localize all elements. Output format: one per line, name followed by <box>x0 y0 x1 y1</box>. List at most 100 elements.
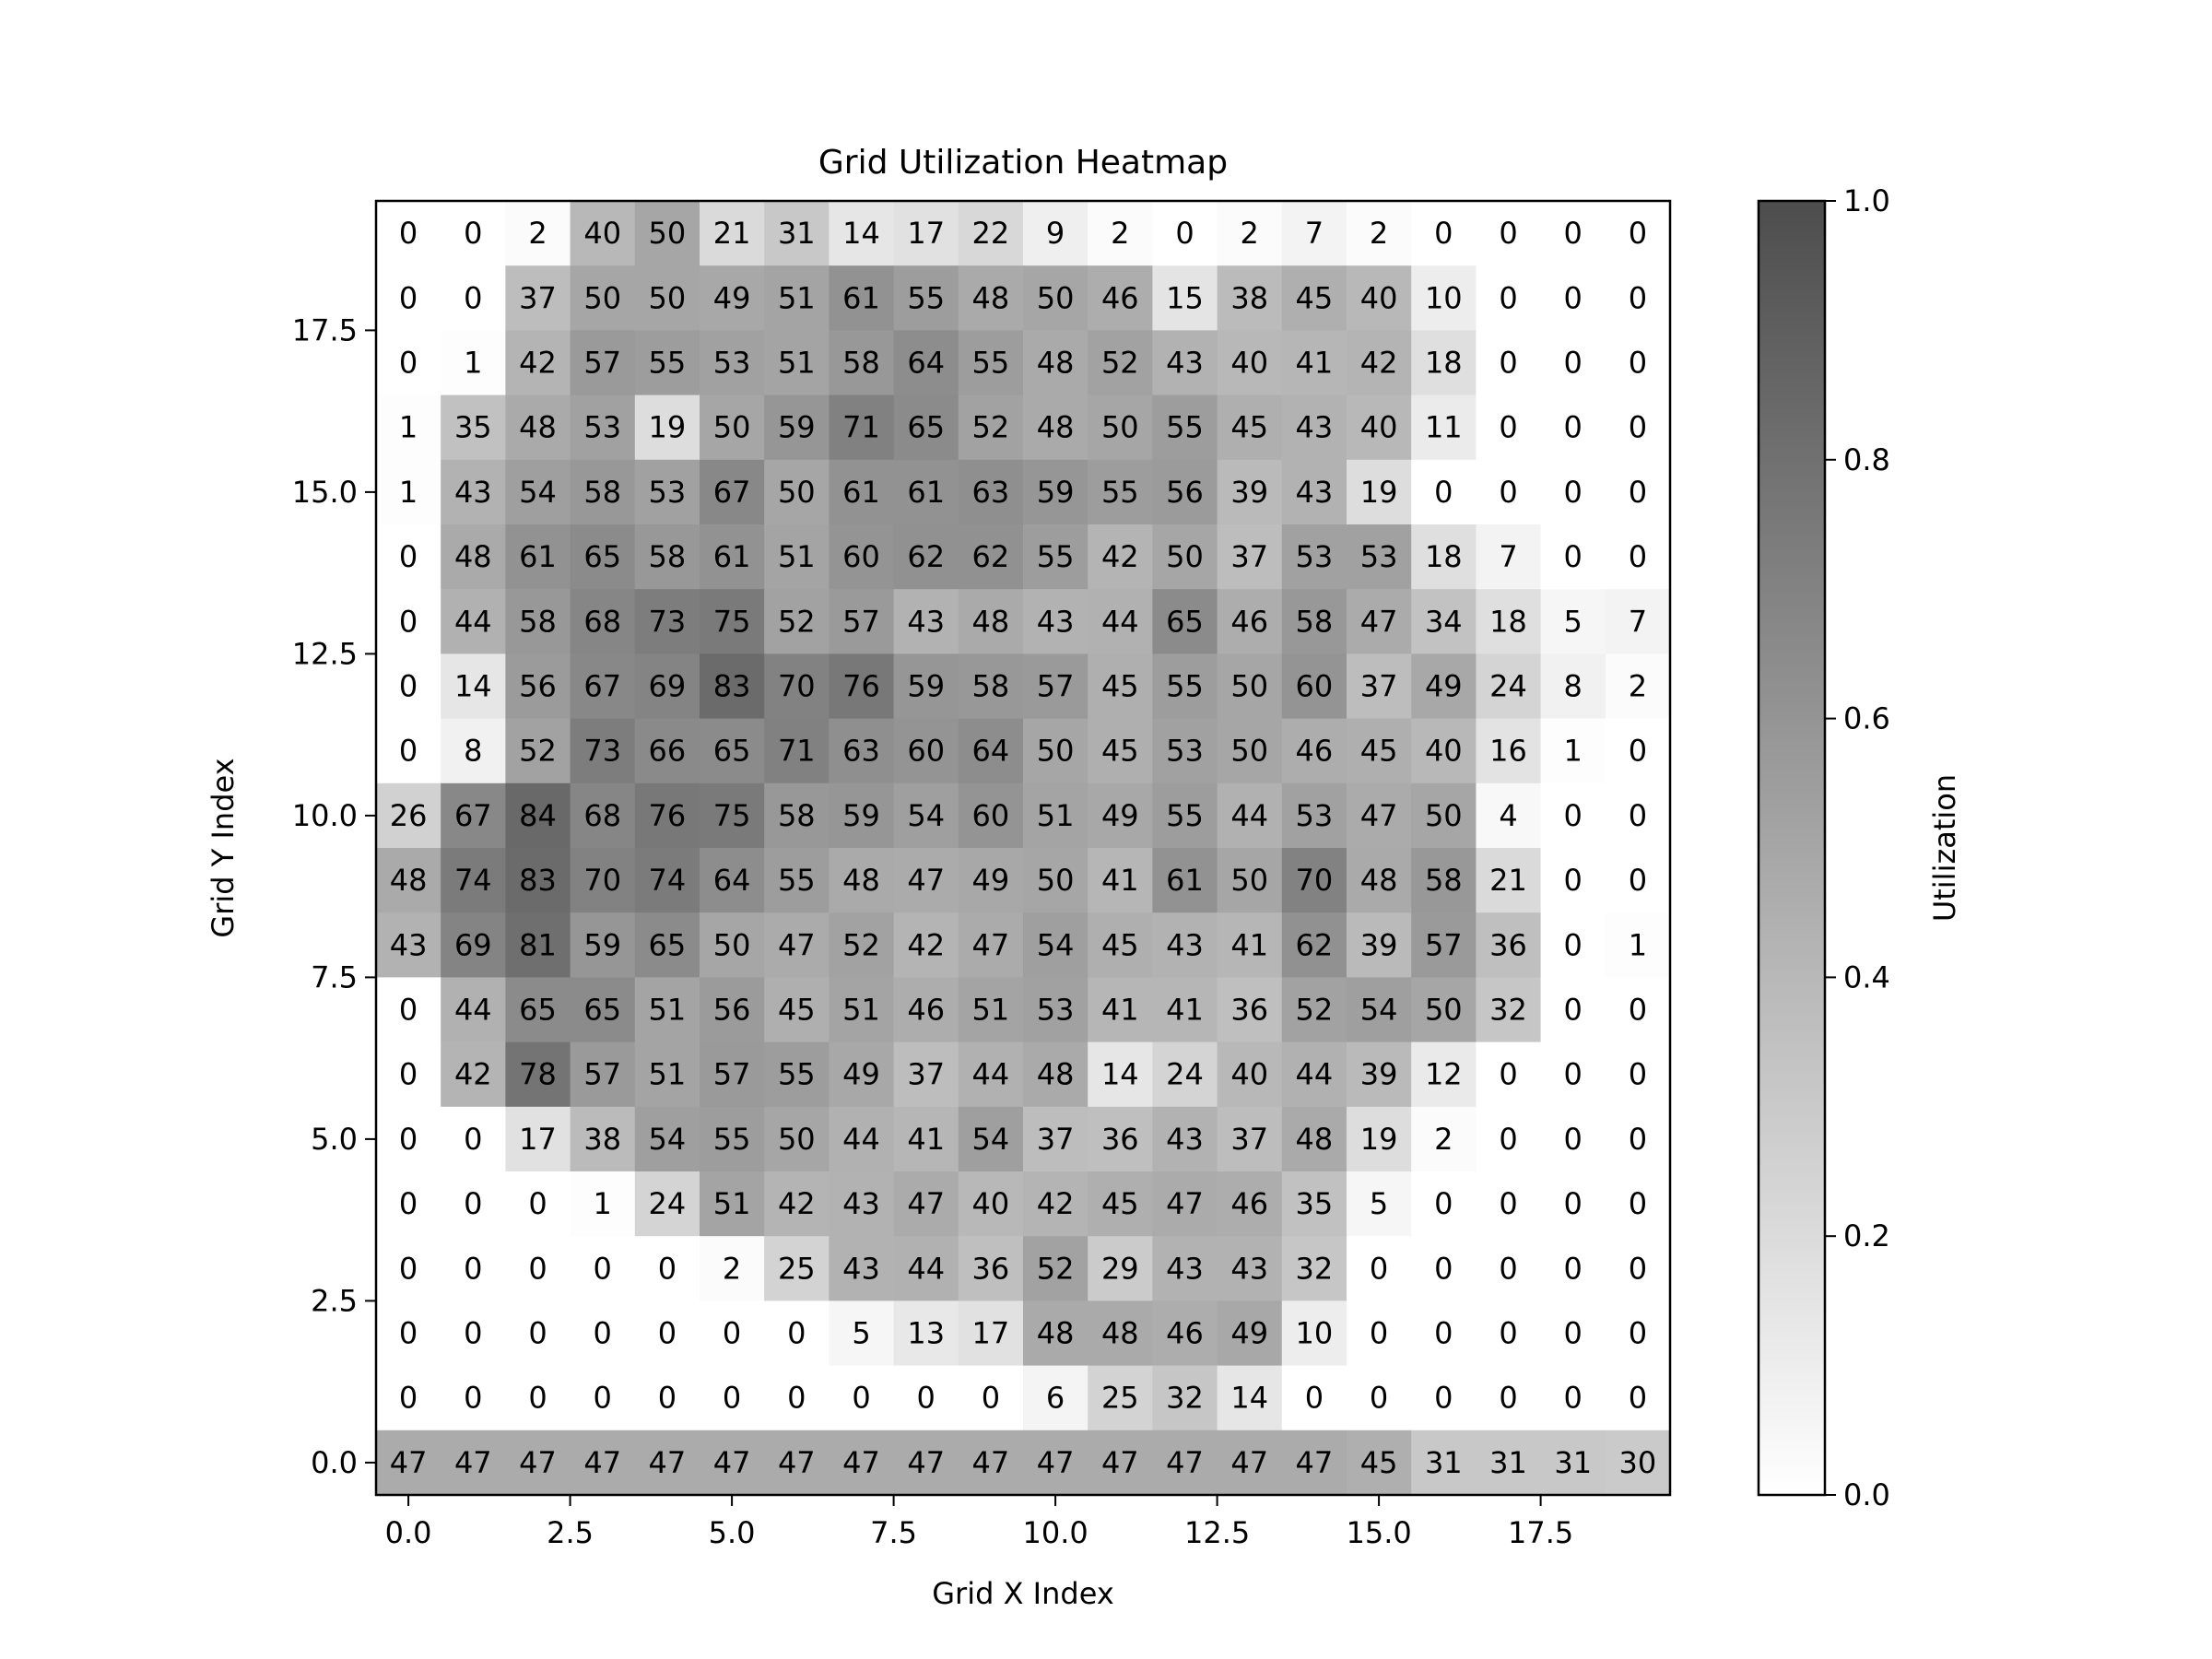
cell-value-label: 41 <box>1296 346 1334 381</box>
y-tick-label: 12.5 <box>292 636 358 671</box>
heatmap-cell <box>829 912 895 978</box>
heatmap-cell <box>376 1236 441 1301</box>
heatmap-cell <box>570 912 636 978</box>
heatmap-cell <box>829 330 895 396</box>
y-tick-label: 17.5 <box>292 312 358 347</box>
cell-value-label: 0 <box>1499 1122 1517 1157</box>
cell-value-label: 0 <box>723 1381 741 1416</box>
cell-value-label: 49 <box>972 863 1010 898</box>
cell-value-label: 60 <box>842 539 880 574</box>
cell-value-label: 74 <box>649 863 687 898</box>
heatmap-cell <box>958 1171 1024 1237</box>
heatmap-cell <box>376 201 441 266</box>
cell-value-label: 0 <box>1629 1251 1647 1286</box>
cell-value-label: 47 <box>454 1445 492 1480</box>
heatmap-cell <box>764 977 830 1043</box>
cell-value-label: 50 <box>1230 734 1268 769</box>
cell-value-label: 0 <box>399 669 418 704</box>
cell-value-label: 0 <box>1564 798 1583 833</box>
cell-value-label: 46 <box>1166 1316 1204 1351</box>
cell-value-label: 0 <box>399 280 418 315</box>
heatmap-cell <box>829 1236 895 1301</box>
cell-value-label: 0 <box>464 1381 482 1416</box>
cell-value-label: 0 <box>1564 346 1583 381</box>
heatmap-cell <box>1217 782 1283 849</box>
heatmap-cell <box>764 1041 830 1108</box>
cell-value-label: 67 <box>454 798 492 833</box>
cell-value-label: 52 <box>519 734 557 769</box>
heatmap-cell <box>1540 1041 1606 1108</box>
heatmap-cell <box>1605 201 1671 266</box>
cell-value-label: 69 <box>649 669 687 704</box>
y-tick-label: 5.0 <box>311 1122 358 1157</box>
cell-value-label: 73 <box>583 734 621 769</box>
cell-value-label: 21 <box>713 216 751 251</box>
heatmap-cell <box>570 848 636 913</box>
heatmap-cell <box>1411 1041 1477 1108</box>
cell-value-label: 0 <box>1499 475 1517 510</box>
cell-value-label: 0 <box>1629 863 1647 898</box>
heatmap-cell <box>1411 201 1477 266</box>
heatmap-cell <box>1217 1430 1283 1496</box>
cell-value-label: 45 <box>1101 734 1139 769</box>
heatmap-cell <box>764 459 830 525</box>
heatmap-cell <box>1152 848 1218 913</box>
x-tick-label: 10.0 <box>1022 1515 1088 1550</box>
heatmap-cell <box>700 718 765 784</box>
heatmap-cell <box>1152 394 1218 461</box>
cell-value-label: 40 <box>972 1186 1010 1221</box>
y-tick-label: 2.5 <box>311 1283 358 1318</box>
cell-value-label: 19 <box>649 410 687 445</box>
heatmap-cell <box>1605 394 1671 461</box>
cell-value-label: 31 <box>1425 1445 1463 1480</box>
heatmap-cell <box>1281 1300 1347 1367</box>
heatmap-cell <box>376 912 441 978</box>
heatmap-cell <box>1152 459 1218 525</box>
cell-value-label: 40 <box>1425 734 1463 769</box>
cell-value-label: 59 <box>907 669 945 704</box>
cell-value-label: 53 <box>1360 539 1398 574</box>
cell-value-label: 36 <box>1101 1122 1139 1157</box>
heatmap-cell <box>1152 1041 1218 1108</box>
heatmap-cell <box>1023 1300 1088 1367</box>
cell-value-label: 7 <box>1499 539 1517 574</box>
cell-value-label: 44 <box>454 604 492 639</box>
heatmap-cell <box>505 394 571 461</box>
heatmap-cell <box>441 265 506 331</box>
cell-value-label: 0 <box>528 1186 547 1221</box>
cell-value-label: 1 <box>399 475 418 510</box>
heatmap-cell <box>634 1300 700 1367</box>
heatmap-cell <box>1605 912 1671 978</box>
cell-value-label: 21 <box>1489 863 1527 898</box>
cell-value-label: 0 <box>1499 216 1517 251</box>
colorbar-tick-label: 1.0 <box>1843 183 1890 218</box>
heatmap-cell <box>634 1236 700 1301</box>
colorbar-tick-label: 0.2 <box>1843 1218 1890 1253</box>
heatmap-cell <box>893 394 959 461</box>
heatmap-cell <box>893 977 959 1043</box>
cell-value-label: 0 <box>1629 475 1647 510</box>
cell-value-label: 36 <box>1489 927 1527 962</box>
heatmap-cell <box>441 1106 506 1172</box>
heatmap-cell <box>893 848 959 913</box>
cell-value-label: 0 <box>1175 216 1194 251</box>
cell-value-label: 7 <box>1305 216 1324 251</box>
heatmap-cell <box>570 1171 636 1237</box>
cell-value-label: 0 <box>1629 410 1647 445</box>
cell-value-label: 63 <box>972 475 1010 510</box>
heatmap-cell <box>1152 912 1218 978</box>
cell-value-label: 52 <box>1296 993 1334 1028</box>
heatmap-cell <box>1281 459 1347 525</box>
cell-value-label: 0 <box>399 539 418 574</box>
heatmap-cell <box>441 201 506 266</box>
heatmap-cell <box>1605 977 1671 1043</box>
heatmap-cell <box>1347 718 1412 784</box>
cell-value-label: 58 <box>649 539 687 574</box>
heatmap-cell <box>634 653 700 720</box>
y-tick-label: 0.0 <box>311 1445 358 1480</box>
cell-value-label: 65 <box>583 993 621 1028</box>
cell-value-label: 59 <box>842 798 880 833</box>
heatmap-cell <box>829 848 895 913</box>
cell-value-label: 65 <box>649 927 687 962</box>
heatmap-cell <box>376 1365 441 1431</box>
